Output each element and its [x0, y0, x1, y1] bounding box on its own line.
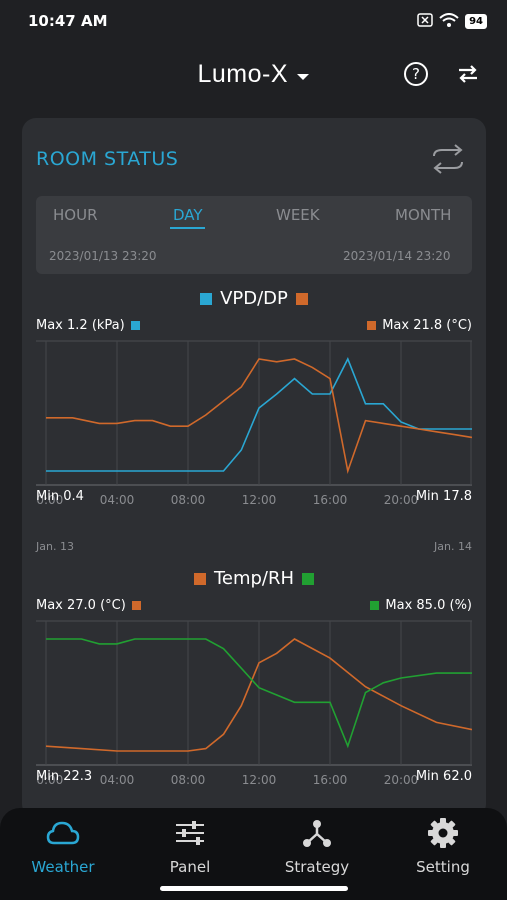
x-tick-label: 08:00	[171, 493, 206, 507]
strategy-icon	[303, 820, 331, 847]
status-bar: 10:47 AM 94	[0, 0, 507, 42]
x-tick-label: 12:00	[242, 493, 277, 507]
x-tick-label: 08:00	[171, 773, 206, 787]
left-min-label: Min 22.3	[36, 769, 93, 784]
vpd-dp-plot: 00:00 04:00 08:00 12:00 16:00 20:00	[36, 340, 472, 507]
x-tick-label: 12:00	[242, 773, 277, 787]
x-start-day: Jan. 13	[36, 540, 74, 553]
x-end-day: Jan. 14	[434, 540, 472, 553]
nav-label: Strategy	[284, 858, 350, 876]
chart-legend: VPD/DP	[36, 288, 472, 309]
series-line-temp	[45, 638, 472, 752]
temp-rh-chart: Temp/RH Max 27.0 (°C) Max 85.0 (%) 00:00…	[36, 566, 472, 816]
battery-icon: 94	[465, 14, 487, 29]
x-tick-label: 04:00	[100, 493, 135, 507]
left-max-label: Max 27.0 (°C)	[36, 598, 141, 613]
right-min-label: Min 17.8	[415, 489, 472, 504]
series-line-vpd	[46, 357, 472, 472]
wifi-icon	[439, 12, 459, 31]
nav-weather[interactable]: Weather	[8, 816, 118, 876]
home-indicator	[160, 886, 348, 891]
switch-button[interactable]	[456, 62, 480, 86]
device-selector[interactable]: Lumo-X	[0, 60, 507, 89]
tab-month[interactable]: MONTH	[395, 206, 452, 224]
nav-strategy[interactable]: Strategy	[262, 816, 372, 876]
status-time: 10:47 AM	[28, 12, 108, 30]
dp-legend-swatch	[295, 293, 308, 305]
series-line-rh	[46, 638, 472, 749]
help-button[interactable]: ?	[404, 62, 428, 86]
x-tick-label: 00:00	[36, 493, 63, 507]
tab-day[interactable]: DAY	[173, 206, 203, 224]
chart-title: Temp/RH	[213, 568, 295, 589]
range-start-date: 2023/01/13 23:20	[49, 249, 157, 263]
refresh-icon	[433, 144, 463, 174]
x-tick-label: 16:00	[313, 773, 348, 787]
nav-setting[interactable]: Setting	[388, 816, 498, 876]
temp-rh-plot: 00:00 04:00 08:00 12:00 16:00 20:00	[36, 620, 472, 787]
temp-legend-swatch	[193, 573, 206, 585]
chart-legend: Temp/RH	[36, 568, 472, 589]
device-title: Lumo-X	[197, 60, 289, 88]
chevron-down-icon	[296, 60, 310, 88]
room-status-card: ROOM STATUS HOUR DAY WEEK MONTH 2023/01/…	[22, 118, 486, 818]
vpd-legend-swatch	[200, 293, 213, 305]
bottom-nav: Weather Panel Strategy Setting	[0, 808, 507, 900]
active-tab-indicator	[170, 227, 205, 229]
left-max-label: Max 1.2 (kPa)	[36, 318, 140, 333]
nav-label: Weather	[31, 858, 95, 876]
status-icons: 94	[417, 12, 487, 31]
range-end-date: 2023/01/14 23:20	[343, 249, 451, 263]
chart-title: VPD/DP	[220, 288, 288, 309]
cloud-icon	[46, 821, 80, 845]
gear-icon	[428, 818, 458, 848]
left-min-label: Min 0.4	[36, 489, 84, 504]
tab-week[interactable]: WEEK	[276, 206, 320, 224]
sim-icon	[417, 12, 433, 31]
app-header: Lumo-X ?	[0, 52, 507, 98]
x-tick-label: 04:00	[100, 773, 135, 787]
nav-label: Setting	[416, 858, 470, 876]
refresh-button[interactable]	[430, 144, 466, 174]
x-tick-label: 16:00	[313, 493, 348, 507]
room-status-title: ROOM STATUS	[36, 148, 179, 170]
series-line-dp	[46, 358, 472, 475]
swap-arrows-icon	[459, 65, 477, 83]
right-max-label: Max 21.8 (°C)	[367, 318, 472, 333]
time-range-selector: HOUR DAY WEEK MONTH 2023/01/13 23:20 202…	[36, 196, 472, 274]
x-tick-label: 00:00	[36, 773, 63, 787]
vpd-dp-chart: VPD/DP Max 1.2 (kPa) Max 21.8 (°C) 00:00…	[36, 286, 472, 558]
right-min-label: Min 62.0	[415, 769, 472, 784]
sliders-icon	[176, 821, 204, 845]
x-tick-label: 20:00	[384, 493, 419, 507]
tab-hour[interactable]: HOUR	[53, 206, 98, 224]
rh-legend-swatch	[302, 573, 315, 585]
nav-panel[interactable]: Panel	[135, 816, 245, 876]
x-tick-label: 20:00	[384, 773, 419, 787]
nav-label: Panel	[169, 858, 211, 876]
help-icon: ?	[412, 65, 420, 83]
right-max-label: Max 85.0 (%)	[370, 598, 472, 613]
